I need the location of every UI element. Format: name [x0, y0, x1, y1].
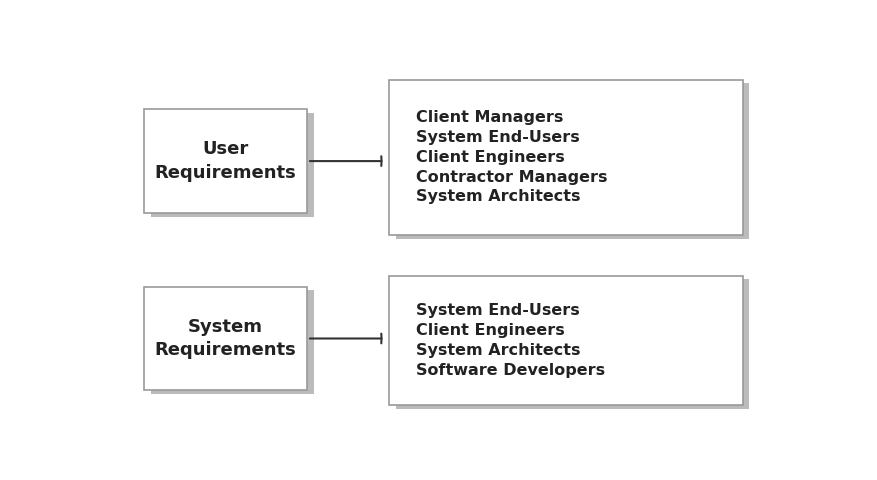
Bar	[144, 109, 307, 213]
Text: System End-Users
Client Engineers
System Architects
Software Developers: System End-Users Client Engineers System…	[416, 303, 604, 378]
Text: Client Managers
System End-Users
Client Engineers
Contractor Managers
System Arc: Client Managers System End-Users Client …	[416, 110, 607, 204]
Bar	[389, 276, 742, 405]
Bar	[396, 279, 749, 409]
Text: System
Requirements: System Requirements	[154, 318, 296, 360]
Bar	[396, 84, 749, 239]
Bar	[151, 290, 314, 394]
Bar	[151, 113, 314, 216]
Bar	[389, 80, 742, 235]
Bar	[144, 287, 307, 390]
Text: User
Requirements: User Requirements	[154, 140, 296, 182]
